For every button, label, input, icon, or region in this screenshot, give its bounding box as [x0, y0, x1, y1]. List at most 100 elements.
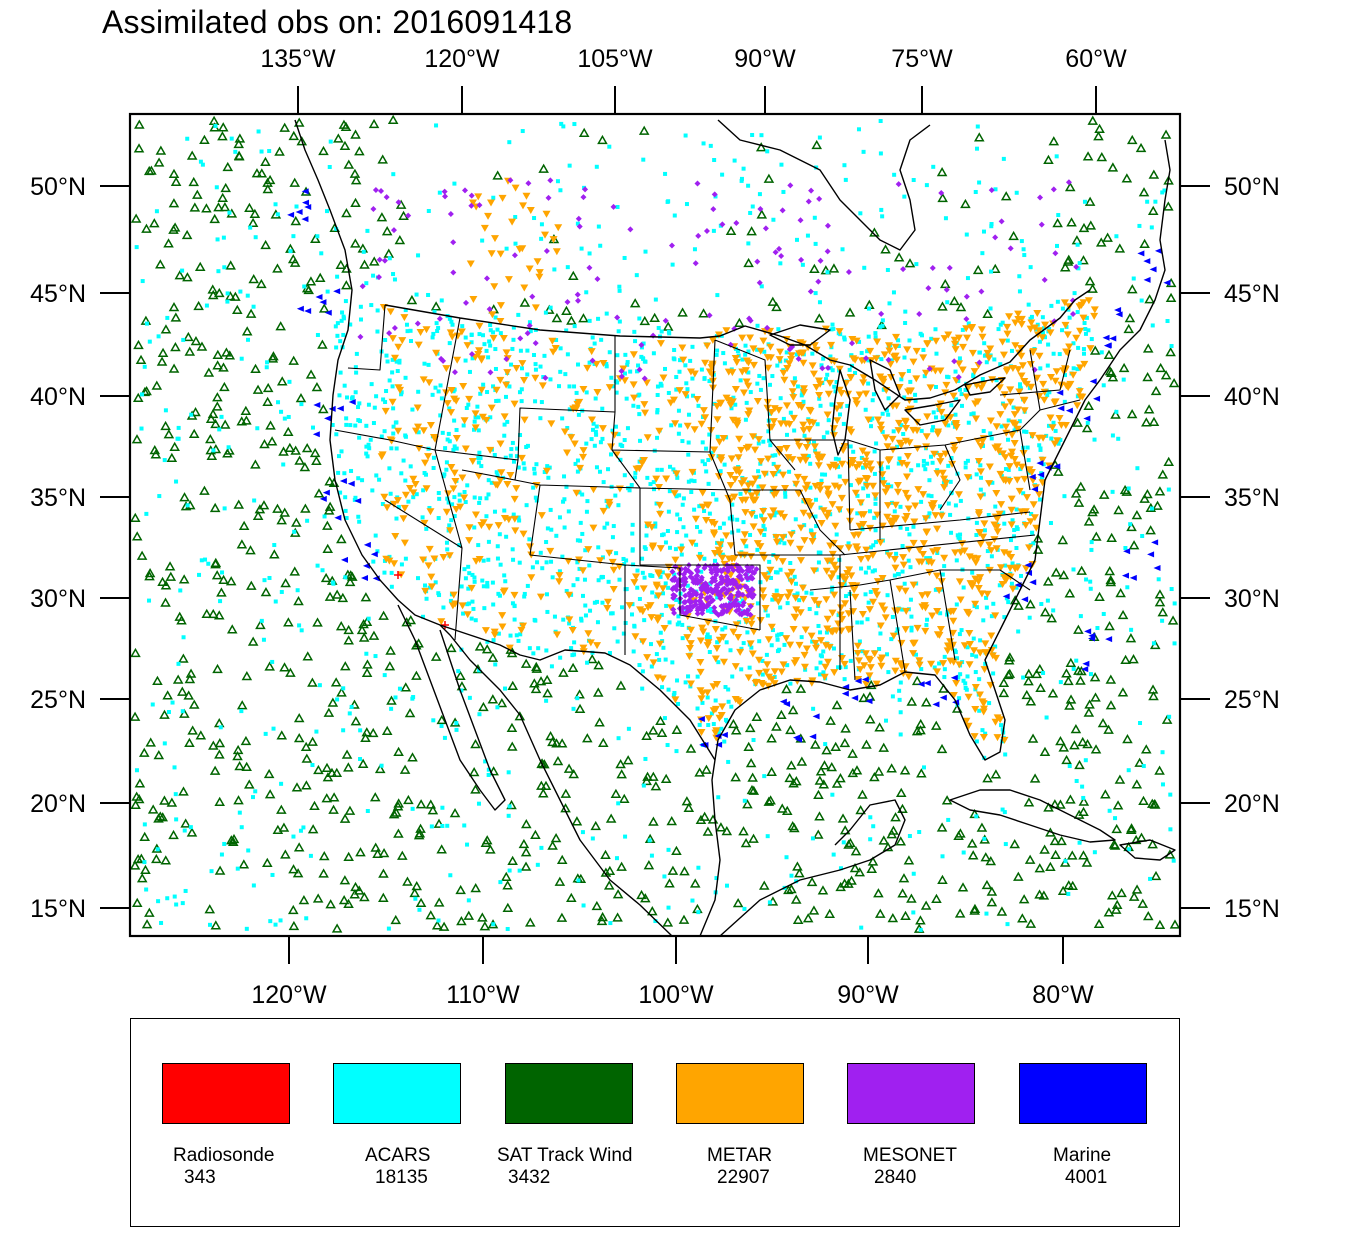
sat-track-wind-obs-marker [212, 392, 223, 402]
acars-obs-marker [648, 573, 653, 578]
metar-obs-marker [802, 443, 811, 451]
sat-track-wind-obs-marker [1128, 891, 1140, 901]
acars-obs-marker [984, 595, 989, 600]
acars-obs-marker [1054, 154, 1059, 159]
acars-obs-marker [762, 532, 767, 537]
metar-obs-marker [803, 481, 812, 489]
sat-track-wind-obs-marker [383, 248, 395, 258]
acars-obs-marker [767, 438, 772, 443]
acars-obs-marker [1045, 598, 1050, 603]
acars-obs-marker [868, 837, 873, 842]
acars-obs-marker [272, 543, 277, 548]
acars-obs-marker [1075, 367, 1080, 372]
metar-obs-marker [450, 395, 459, 403]
acars-obs-marker [666, 905, 671, 910]
acars-obs-marker [533, 495, 538, 500]
sat-track-wind-obs-marker [1025, 599, 1036, 609]
mesonet-obs-marker [414, 320, 421, 327]
acars-obs-marker [1116, 436, 1121, 441]
acars-obs-marker [591, 421, 596, 426]
acars-obs-marker [982, 836, 987, 841]
acars-obs-marker [892, 172, 897, 177]
acars-obs-marker [928, 454, 933, 459]
acars-obs-marker [1081, 347, 1086, 352]
acars-obs-marker [1076, 266, 1081, 271]
acars-obs-marker [887, 301, 892, 306]
sat-track-wind-obs-marker [758, 880, 770, 890]
acars-obs-marker [729, 704, 734, 709]
acars-obs-marker [408, 339, 413, 344]
sat-track-wind-obs-marker [1013, 871, 1024, 881]
metar-obs-marker [769, 470, 778, 478]
acars-obs-marker [842, 582, 847, 587]
acars-obs-marker [335, 333, 340, 338]
acars-obs-marker [540, 566, 545, 571]
acars-obs-marker [808, 485, 813, 490]
acars-obs-marker [467, 571, 472, 576]
metar-obs-marker [704, 715, 713, 723]
acars-obs-marker [163, 408, 168, 413]
metar-obs-marker [902, 473, 911, 481]
acars-obs-marker [1077, 261, 1082, 266]
acars-obs-marker [356, 514, 361, 519]
metar-obs-marker [726, 401, 735, 409]
sat-track-wind-obs-marker [181, 229, 193, 240]
acars-obs-marker [707, 650, 712, 655]
acars-obs-marker [366, 402, 371, 407]
metar-obs-marker [579, 447, 588, 455]
metar-obs-marker [955, 436, 964, 444]
acars-obs-marker [746, 349, 751, 354]
sat-track-wind-obs-marker [322, 543, 334, 553]
acars-obs-marker [1047, 327, 1052, 332]
acars-obs-marker [335, 274, 340, 279]
acars-obs-marker [674, 494, 679, 499]
metar-obs-marker [389, 500, 398, 508]
acars-obs-marker [770, 597, 775, 602]
sat-track-wind-obs-marker [250, 459, 261, 469]
sat-track-wind-obs-marker [184, 346, 196, 356]
metar-obs-marker [690, 426, 699, 434]
acars-obs-marker [666, 509, 671, 514]
metar-obs-marker [746, 334, 755, 342]
acars-obs-marker [617, 577, 622, 582]
mesonet-obs-marker [694, 607, 701, 614]
metar-obs-marker [854, 478, 863, 486]
acars-obs-marker [861, 486, 866, 491]
metar-obs-marker [390, 560, 399, 568]
metar-obs-marker [881, 434, 890, 442]
metar-obs-marker [969, 647, 978, 655]
metar-obs-marker [734, 454, 743, 462]
sat-track-wind-obs-marker [1073, 665, 1084, 675]
mesonet-obs-marker [586, 264, 593, 271]
acars-obs-marker [768, 443, 773, 448]
sat-track-wind-obs-marker [1111, 823, 1122, 834]
metar-obs-marker [899, 561, 908, 569]
metar-obs-marker [774, 598, 783, 606]
metar-obs-marker [970, 368, 979, 376]
metar-obs-marker [1018, 362, 1027, 370]
metar-obs-marker [864, 416, 873, 424]
acars-obs-marker [397, 686, 402, 691]
sat-track-wind-obs-marker [839, 825, 851, 835]
metar-obs-marker [909, 650, 918, 658]
metar-obs-marker [751, 496, 760, 504]
metar-obs-marker [762, 575, 771, 583]
sat-track-wind-obs-marker [1131, 510, 1143, 520]
metar-obs-marker [901, 626, 910, 634]
metar-obs-marker [712, 645, 721, 653]
acars-obs-marker [353, 423, 358, 428]
acars-obs-marker [686, 479, 691, 484]
sat-track-wind-obs-marker [592, 687, 604, 697]
acars-obs-marker [833, 389, 838, 394]
sat-track-wind-obs-marker [411, 670, 422, 680]
acars-obs-marker [155, 847, 160, 852]
acars-obs-marker [441, 605, 446, 610]
metar-obs-marker [567, 434, 576, 442]
metar-obs-marker [799, 421, 808, 429]
acars-obs-marker [561, 617, 566, 622]
sat-track-wind-obs-marker [318, 868, 329, 878]
sat-track-wind-obs-marker [358, 619, 369, 629]
metar-obs-marker [926, 384, 935, 392]
acars-obs-marker [890, 694, 895, 699]
metar-obs-marker [749, 345, 758, 353]
